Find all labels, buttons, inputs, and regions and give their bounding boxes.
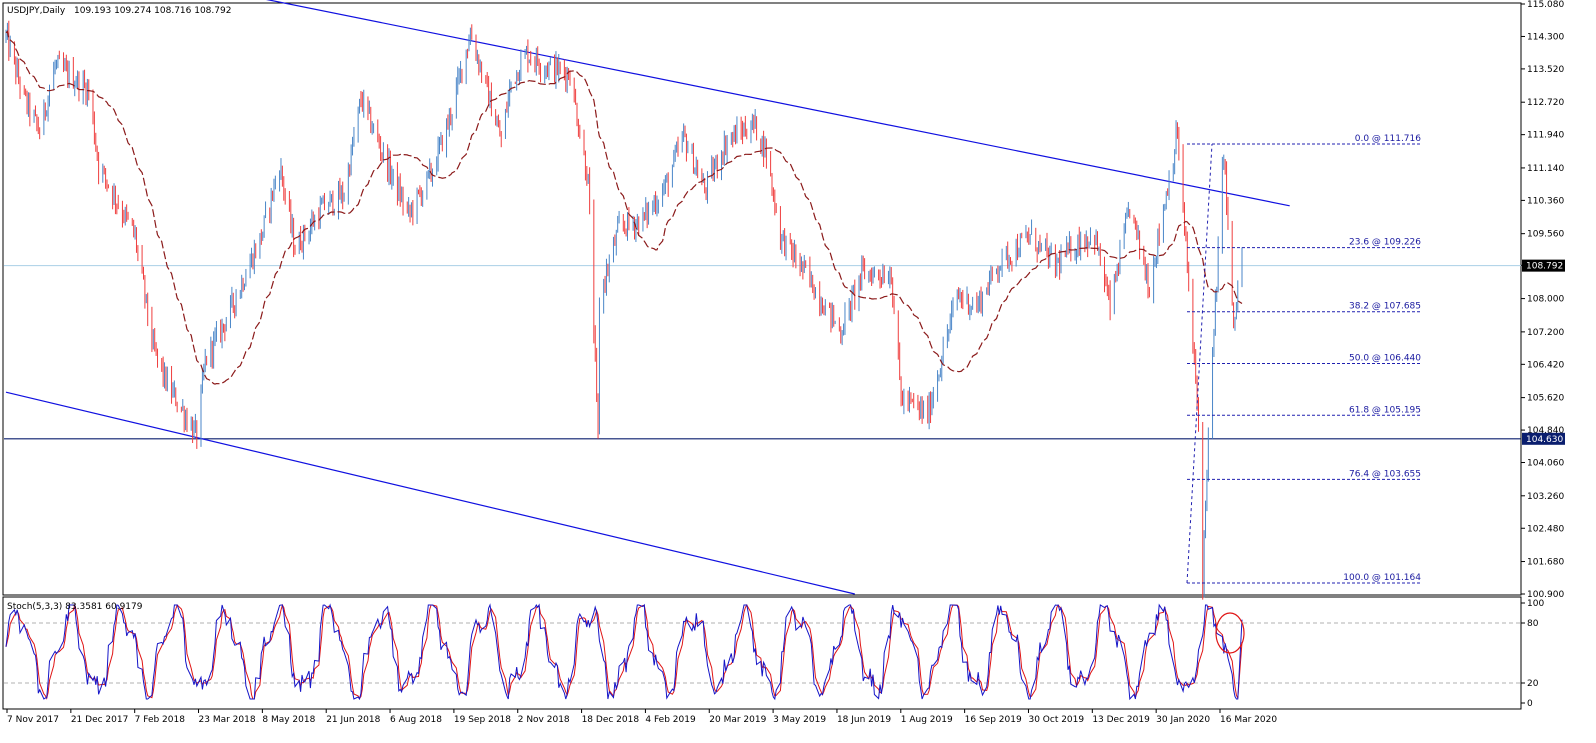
time-tick-label: 23 Mar 2018 bbox=[199, 715, 256, 725]
fib-trend-line bbox=[1186, 143, 1213, 584]
fib-level-label: 23.6 @ 109.226 bbox=[1349, 238, 1421, 248]
price-tick-label: 101.680 bbox=[1527, 558, 1564, 568]
current-price-tag-label: 108.792 bbox=[1526, 262, 1563, 272]
price-tick-label: 100.900 bbox=[1527, 590, 1564, 600]
stoch-panel-frame bbox=[2, 596, 1522, 710]
time-tick-label: 6 Aug 2018 bbox=[390, 715, 442, 725]
fib-level-label: 50.0 @ 106.440 bbox=[1349, 353, 1421, 363]
stoch-tick-label: 0 bbox=[1527, 699, 1533, 709]
time-tick-label: 16 Sep 2019 bbox=[965, 715, 1022, 725]
price-tick-label: 105.620 bbox=[1527, 394, 1564, 404]
lower-channel-line bbox=[5, 391, 855, 595]
stoch-tick-label: 20 bbox=[1527, 679, 1539, 689]
time-tick-label: 21 Jun 2018 bbox=[326, 715, 380, 725]
time-tick-label: 2 Nov 2018 bbox=[518, 715, 570, 725]
time-tick-label: 1 Aug 2019 bbox=[901, 715, 953, 725]
stoch-highlight-circle bbox=[1215, 612, 1245, 654]
price-tick-label: 104.840 bbox=[1527, 426, 1564, 436]
moving-average-line bbox=[5, 30, 1243, 385]
time-tick-label: 13 Dec 2019 bbox=[1092, 715, 1150, 725]
fibonacci-retracement[interactable]: 0.0 @ 111.716 23.6 @ 109.226 38.2 @ 107.68… bbox=[1186, 134, 1422, 584]
price-tick-label: 111.140 bbox=[1527, 164, 1564, 174]
chart-symbol-title: USDJPY,Daily bbox=[7, 6, 66, 16]
stoch-tick-label: 100 bbox=[1527, 599, 1544, 609]
fib-level-label: 76.4 @ 103.655 bbox=[1349, 469, 1421, 479]
time-tick-label: 16 Mar 2020 bbox=[1220, 715, 1277, 725]
time-tick-label: 18 Dec 2018 bbox=[582, 715, 640, 725]
channel-trendlines[interactable] bbox=[5, 0, 1290, 595]
price-tick-label: 108.000 bbox=[1527, 295, 1564, 305]
upper-channel-line bbox=[266, 0, 1290, 207]
price-tick-label: 109.560 bbox=[1527, 230, 1564, 240]
support-price-tag-label: 104.630 bbox=[1526, 435, 1563, 445]
stoch-title: Stoch(5,3,3) 83.3581 60.9179 bbox=[7, 602, 143, 612]
price-tick-label: 103.260 bbox=[1527, 492, 1564, 502]
price-tick-label: 107.200 bbox=[1527, 328, 1564, 338]
fib-level-label: 0.0 @ 111.716 bbox=[1355, 134, 1422, 144]
fib-level-label: 38.2 @ 107.685 bbox=[1349, 302, 1421, 312]
time-tick-label: 18 Jun 2019 bbox=[837, 715, 891, 725]
chart-ohlc-values: 109.193 109.274 108.716 108.792 bbox=[74, 6, 231, 16]
price-axis: 115.080 114.300 113.520 112.720 111.940 111.1… bbox=[1521, 0, 1564, 600]
time-tick-label: 7 Nov 2017 bbox=[7, 715, 59, 725]
time-tick-label: 30 Oct 2019 bbox=[1028, 715, 1084, 725]
time-tick-label: 4 Feb 2019 bbox=[645, 715, 696, 725]
price-tick-label: 111.940 bbox=[1527, 131, 1564, 141]
main-chart-frame bbox=[2, 2, 1522, 596]
price-tick-label: 114.300 bbox=[1527, 32, 1564, 42]
stoch-axis: 100 80 20 0 bbox=[1521, 599, 1544, 709]
price-tags: 108.792 104.630 bbox=[1522, 259, 1565, 445]
time-tick-label: 3 May 2019 bbox=[773, 715, 826, 725]
price-tick-label: 113.520 bbox=[1527, 65, 1564, 75]
horizontal-levels bbox=[4, 265, 1521, 684]
fib-level-label: 61.8 @ 105.195 bbox=[1349, 405, 1421, 415]
time-tick-label: 30 Jan 2020 bbox=[1156, 715, 1210, 725]
price-tick-label: 102.480 bbox=[1527, 524, 1564, 534]
time-tick-label: 7 Feb 2018 bbox=[135, 715, 186, 725]
stochastic-lines bbox=[5, 603, 1243, 701]
candlestick-series bbox=[5, 20, 1243, 600]
time-axis: 7 Nov 2017 21 Dec 2017 7 Feb 2018 23 Mar 20… bbox=[6, 709, 1277, 725]
time-tick-label: 20 Mar 2019 bbox=[709, 715, 766, 725]
stoch-main-line bbox=[5, 603, 1243, 701]
current-price-tag bbox=[1522, 259, 1565, 272]
support-price-tag bbox=[1522, 432, 1565, 445]
price-tick-label: 112.720 bbox=[1527, 98, 1564, 108]
price-tick-label: 106.420 bbox=[1527, 360, 1564, 370]
time-tick-label: 8 May 2018 bbox=[262, 715, 315, 725]
price-tick-label: 110.360 bbox=[1527, 196, 1564, 206]
time-tick-label: 19 Sep 2018 bbox=[454, 715, 511, 725]
stoch-tick-label: 80 bbox=[1527, 619, 1539, 629]
time-tick-label: 21 Dec 2017 bbox=[71, 715, 129, 725]
price-tick-label: 104.060 bbox=[1527, 459, 1564, 469]
price-tick-label: 115.080 bbox=[1527, 0, 1564, 10]
fib-level-label: 100.0 @ 101.164 bbox=[1343, 573, 1421, 583]
stoch-signal-line bbox=[5, 603, 1243, 700]
